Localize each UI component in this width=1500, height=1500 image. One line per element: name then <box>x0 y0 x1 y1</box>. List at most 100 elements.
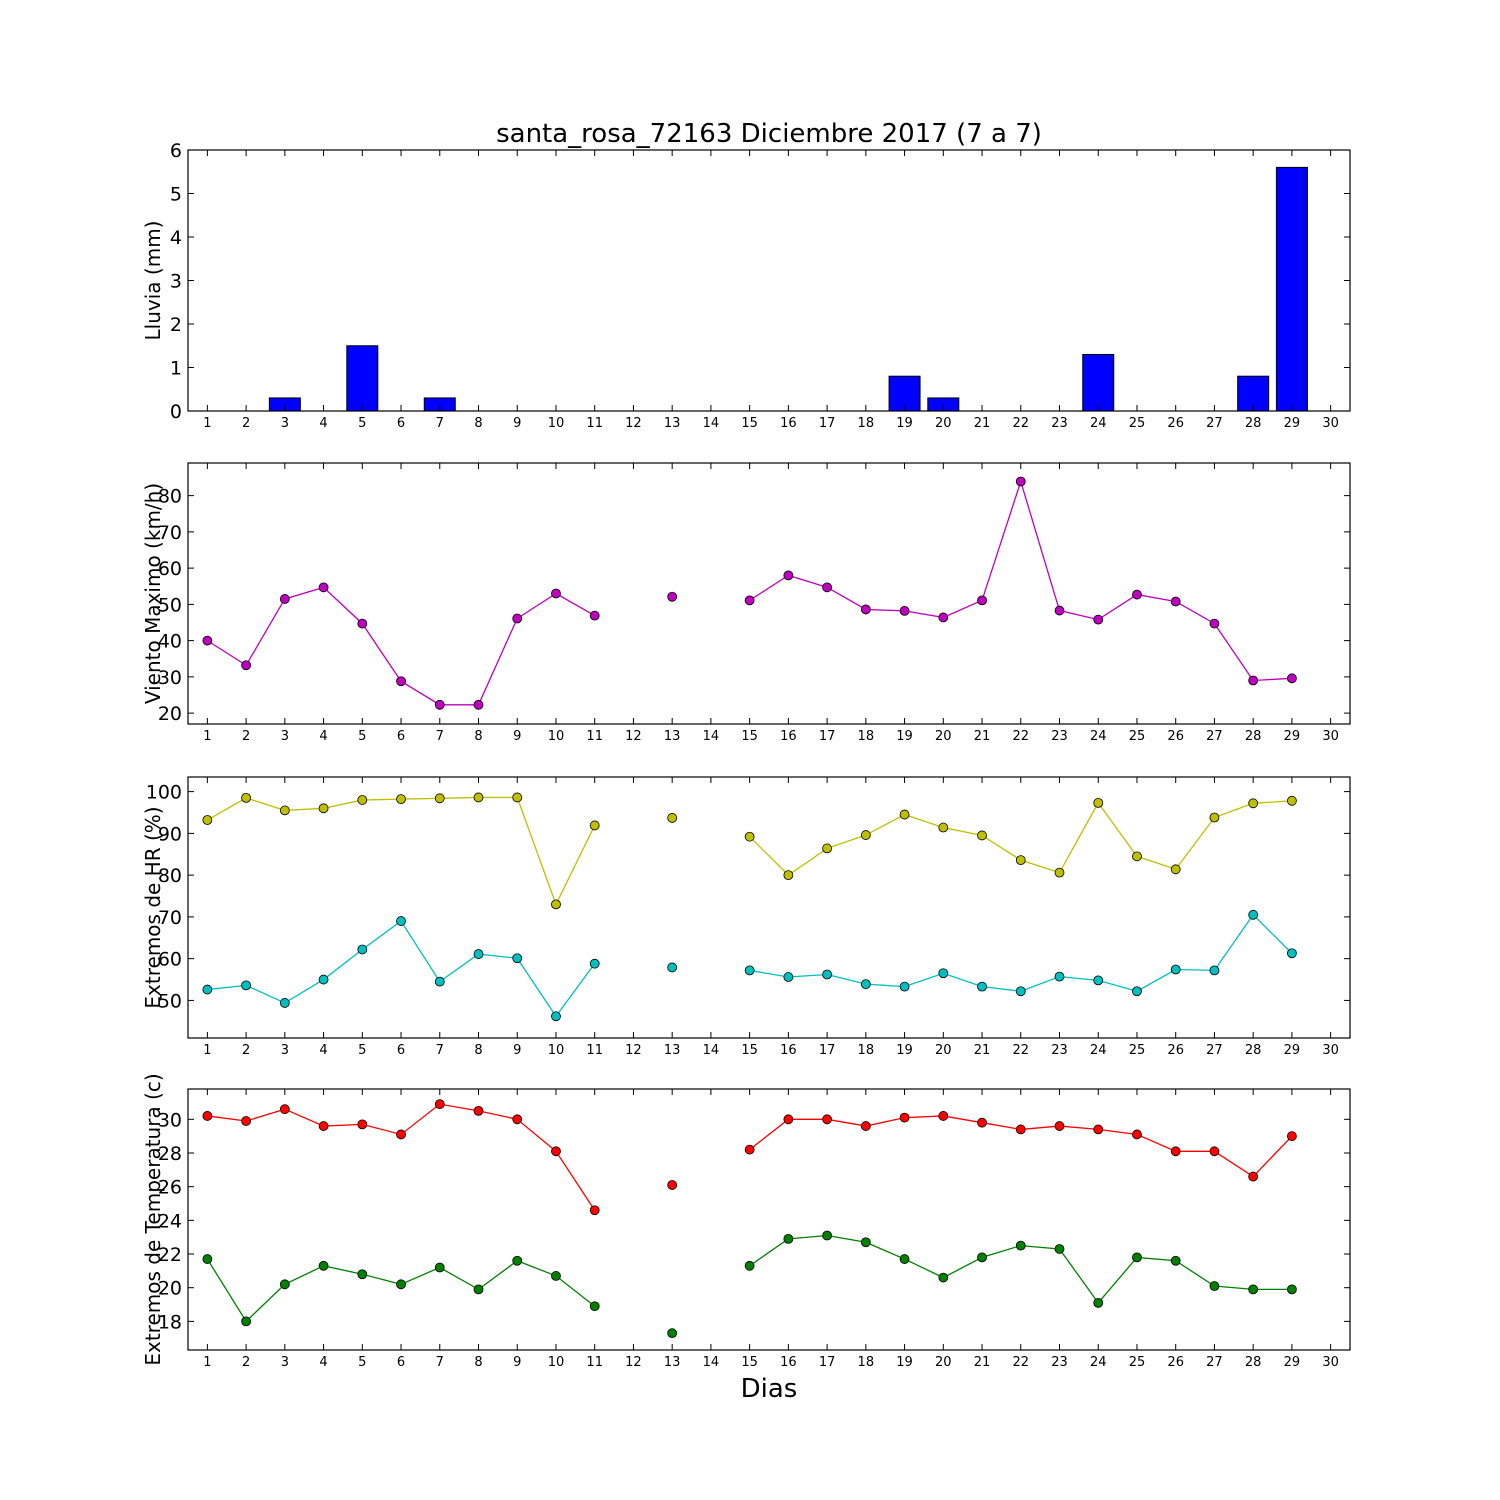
lluvia-bar-day-5 <box>346 345 379 412</box>
viento-x-tick-label: 7 <box>436 729 444 744</box>
temperatura-x-tick-label: 14 <box>703 1355 720 1370</box>
humedad-x-tick-label: 8 <box>474 1043 482 1058</box>
panel-lluvia: 1 2 3 4 5 6 7 8 9 10 11 12 13 14 15 16 17 18 19 20 21 22 23 24 2… <box>141 140 1351 431</box>
temperatura-y-tick-label: 22 <box>158 1244 182 1266</box>
temperatura-y-tick-label: 26 <box>158 1177 182 1199</box>
viento-series-0-point-day-22 <box>1015 476 1026 487</box>
humedad-series-1-point-day-26 <box>1170 964 1181 975</box>
temperatura-series-0-point-day-13 <box>667 1180 678 1190</box>
viento-series-0-point-day-2 <box>241 660 252 671</box>
temperatura-series-1-point-day-25 <box>1132 1252 1142 1263</box>
lluvia-x-tick-label: 3 <box>281 416 289 431</box>
viento-x-tick-label: 10 <box>548 729 565 744</box>
viento-series-0-point-day-29 <box>1287 673 1297 684</box>
humedad-series-1-point-day-21 <box>977 981 987 992</box>
viento-series-0-point-day-8 <box>473 699 484 710</box>
viento-series-0-point-day-6 <box>396 676 406 687</box>
humedad-x-tick-label: 27 <box>1206 1043 1223 1058</box>
temperatura-x-tick-label: 7 <box>436 1355 444 1370</box>
humedad-series-0-point-day-7 <box>434 793 445 804</box>
viento-series-0-point-day-19 <box>899 606 910 616</box>
humedad-x-tick-label: 24 <box>1090 1043 1107 1058</box>
lluvia-x-tick-label: 16 <box>780 416 797 431</box>
humedad-series-0-point-day-4 <box>318 803 329 814</box>
humedad-y-tick-label: 80 <box>158 865 182 887</box>
temperatura-series-0-point-day-22 <box>1015 1124 1026 1135</box>
humedad-series-0-point-day-23 <box>1054 867 1065 878</box>
humedad-series-1-point-day-23 <box>1054 971 1065 982</box>
humedad-y-tick-label: 60 <box>158 949 182 971</box>
humedad-series-0-point-day-22 <box>1015 855 1026 865</box>
viento-series-0-point-day-9 <box>512 613 523 624</box>
humedad-x-tick-label: 26 <box>1167 1043 1184 1058</box>
viento-x-tick-label: 2 <box>242 729 250 744</box>
temperatura-x-tick-label: 5 <box>358 1355 366 1370</box>
panel-temperatura: 1 2 3 4 5 6 7 8 9 10 11 12 13 14 15 16 17 18 19 20 21 22 23 24 2… <box>141 1073 1351 1370</box>
temperatura-y-tick-label: 18 <box>158 1311 182 1333</box>
temperatura-x-tick-label: 10 <box>548 1355 565 1370</box>
temperatura-series-0-point-day-1 <box>202 1111 213 1121</box>
humedad-x-tick-label: 21 <box>974 1043 991 1058</box>
humedad-series-0-point-day-3 <box>279 805 290 816</box>
viento-series-0-point-day-1 <box>202 635 213 646</box>
lluvia-x-tick-label: 30 <box>1322 416 1339 431</box>
viento-x-tick-label: 29 <box>1284 729 1301 744</box>
humedad-x-tick-label: 6 <box>397 1043 405 1058</box>
viento-y-tick-label: 60 <box>158 558 182 580</box>
humedad-series-0-point-day-10 <box>551 899 561 910</box>
temperatura-x-tick-label: 3 <box>281 1355 289 1370</box>
humedad-series-1-point-day-5 <box>357 944 368 955</box>
humedad-series-1-point-day-13 <box>667 962 678 973</box>
temperatura-x-tick-label: 1 <box>203 1355 211 1370</box>
humedad-series-0-point-day-8 <box>473 792 484 803</box>
lluvia-y-axis-label: Lluvia (mm) <box>141 221 165 341</box>
humedad-series-0-point-day-25 <box>1132 851 1142 862</box>
lluvia-x-tick-label: 6 <box>397 416 405 431</box>
lluvia-x-tick-label: 22 <box>1012 416 1029 431</box>
humedad-series-0-point-day-27 <box>1209 812 1220 823</box>
lluvia-x-tick-label: 14 <box>703 416 720 431</box>
humedad-x-tick-label: 9 <box>513 1043 521 1058</box>
humedad-series-0-point-day-28 <box>1248 798 1259 809</box>
temperatura-x-tick-label: 22 <box>1012 1355 1029 1370</box>
viento-x-tick-label: 5 <box>358 729 366 744</box>
temperatura-series-0-point-day-25 <box>1132 1129 1142 1140</box>
humedad-x-tick-label: 2 <box>242 1043 250 1058</box>
humedad-series-0-point-day-17 <box>822 843 832 854</box>
humedad-y-tick-label: 70 <box>158 907 182 929</box>
viento-y-axis-label: Viento Maximo (km/h) <box>141 483 165 704</box>
humedad-series-0-point-day-18 <box>860 830 871 840</box>
lluvia-y-tick-label: 2 <box>170 314 182 336</box>
temperatura-series-1-point-day-27 <box>1209 1281 1220 1291</box>
humedad-series-1-point-day-11 <box>589 958 600 969</box>
lluvia-x-tick-label: 7 <box>436 416 444 431</box>
temperatura-x-tick-label: 15 <box>741 1355 758 1370</box>
temperatura-series-1-point-day-16 <box>783 1233 794 1244</box>
humedad-series-0-point-day-5 <box>357 795 368 805</box>
temperatura-series-1-point-day-21 <box>977 1252 987 1263</box>
temperatura-x-tick-label: 27 <box>1206 1355 1223 1370</box>
humedad-series-1-point-day-20 <box>938 968 949 979</box>
x-axis-label: Dias <box>741 1374 798 1404</box>
temperatura-series-1-point-day-28 <box>1248 1284 1259 1295</box>
lluvia-x-tick-label: 25 <box>1129 416 1146 431</box>
humedad-series-0-point-day-13 <box>667 813 678 823</box>
viento-x-tick-label: 4 <box>319 729 327 744</box>
humedad-x-tick-label: 30 <box>1322 1043 1339 1058</box>
viento-x-tick-label: 26 <box>1167 729 1184 744</box>
humedad-x-tick-label: 17 <box>819 1043 836 1058</box>
temperatura-series-0-point-day-24 <box>1093 1124 1104 1135</box>
lluvia-x-tick-label: 17 <box>819 416 836 431</box>
temperatura-series-1-point-day-26 <box>1170 1255 1181 1266</box>
humedad-x-tick-label: 25 <box>1129 1043 1146 1058</box>
viento-series-0-point-day-20 <box>938 612 949 623</box>
temperatura-series-1-point-day-23 <box>1054 1244 1065 1254</box>
temperatura-series-1-point-day-29 <box>1287 1284 1297 1295</box>
temperatura-series-1-point-day-3 <box>279 1279 290 1290</box>
lluvia-bar-day-29 <box>1275 166 1308 412</box>
temperatura-x-tick-label: 25 <box>1129 1355 1146 1370</box>
panel-humedad: 1 2 3 4 5 6 7 8 9 10 11 12 13 14 15 16 17 18 19 20 21 22 23 24 2… <box>141 776 1351 1058</box>
temperatura-series-1-point-day-6 <box>396 1279 406 1290</box>
temperatura-y-tick-label: 30 <box>158 1109 182 1131</box>
viento-series-0-point-day-7 <box>434 699 445 710</box>
